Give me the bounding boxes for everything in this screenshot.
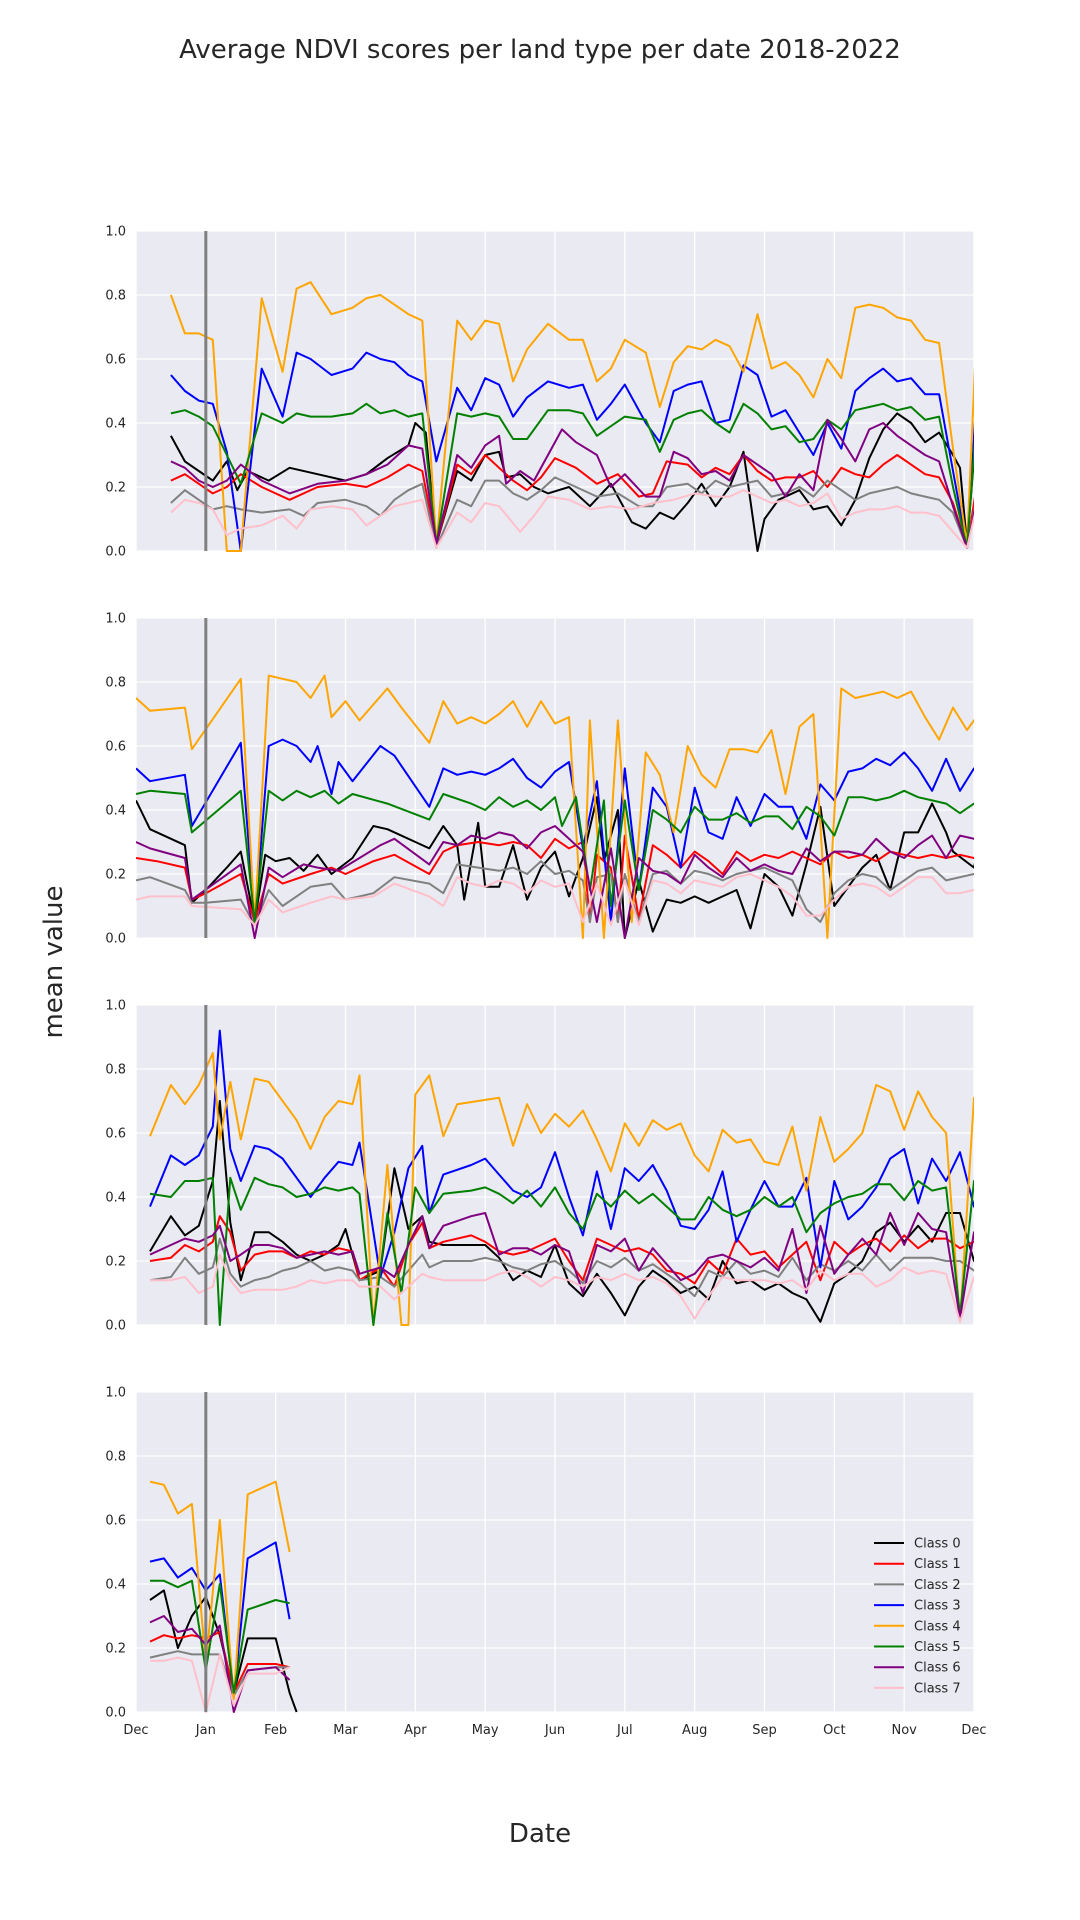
series-line-class-5	[150, 1579, 290, 1694]
x-tick-label: Feb	[264, 1723, 287, 1738]
y-tick-label: 0.0	[105, 932, 126, 947]
series-line-class-0	[170, 412, 974, 552]
x-tick-label: Dec	[123, 1723, 148, 1738]
legend-label: Class 1	[914, 1557, 961, 1572]
legend-label: Class 7	[914, 1681, 961, 1696]
x-tick-label: Oct	[823, 1723, 845, 1738]
y-tick-label: 1.0	[105, 225, 126, 240]
legend: Class 0 Class 1 Class 2 Class 3 Class 4 Class…	[874, 1537, 961, 1696]
series-line-class-7	[136, 873, 974, 927]
y-tick-label: 1.0	[105, 999, 126, 1014]
figure-title: Average NDVI scores per land type per da…	[179, 35, 901, 65]
y-tick-label: 1.0	[105, 1386, 126, 1401]
panel-1: 0.0 0.2 0.4 0.6 0.8 1.0	[105, 225, 975, 560]
y-tick-label: 0.8	[105, 1063, 126, 1078]
panel-2: 0.0 0.2 0.4 0.6 0.8 1.0	[105, 612, 975, 947]
y-tick-label: 0.2	[105, 1642, 126, 1657]
legend-label: Class 3	[914, 1599, 961, 1614]
y-tick-label: 0.6	[105, 1514, 126, 1529]
panel-4: 0.0 0.2 0.4 0.6 0.8 1.0 Dec Jan Feb Mar Apr May Jun J…	[105, 1386, 986, 1739]
series-line-class-6	[149, 1212, 974, 1320]
legend-label: Class 0	[914, 1537, 961, 1552]
series-line-class-2	[170, 476, 974, 549]
y-tick-label: 0.4	[105, 804, 126, 819]
series-line-class-2	[149, 1237, 974, 1298]
x-tick-label: Apr	[404, 1723, 427, 1738]
series-line-class-3	[136, 738, 974, 923]
y-tick-label: 0.6	[105, 1127, 126, 1142]
x-tick-label: Mar	[333, 1723, 358, 1738]
series-line-class-4	[136, 674, 974, 939]
series-line-class-6	[170, 418, 974, 549]
y-tick-label: 0.4	[105, 1578, 126, 1593]
y-axis-label: mean value	[39, 885, 69, 1038]
x-tick-label: Aug	[682, 1723, 707, 1738]
y-tick-label: 0.8	[105, 289, 126, 304]
y-tick-label: 0.2	[105, 481, 126, 496]
y-tick-label: 0.4	[105, 417, 126, 432]
y-tick-label: 1.0	[105, 612, 126, 627]
series-line-class-1	[170, 454, 974, 549]
y-tick-label: 0.8	[105, 676, 126, 691]
chart-panels: 0.00.20.40.60.81.00.00.20.40.60.81.00.00…	[105, 225, 986, 1739]
x-tick-label: Sep	[752, 1723, 777, 1738]
series-line-class-0	[149, 1100, 974, 1323]
x-tick-label: Dec	[961, 1723, 986, 1738]
series-line-class-2	[136, 860, 974, 927]
y-tick-label: 0.8	[105, 1450, 126, 1465]
y-tick-label: 0.0	[105, 1319, 126, 1334]
panel-3: 0.0 0.2 0.4 0.6 0.8 1.0	[105, 999, 975, 1334]
x-tick-label: Jul	[616, 1723, 633, 1738]
x-axis-label: Date	[509, 1819, 571, 1849]
series-line-class-6	[149, 1615, 291, 1713]
series-line-class-7	[150, 1653, 291, 1713]
series-line-class-4	[169, 281, 974, 552]
x-tick-label: May	[472, 1723, 499, 1738]
series-line-class-5	[136, 789, 974, 923]
legend-label: Class 5	[914, 1640, 961, 1655]
series-line-class-3	[170, 351, 974, 552]
y-tick-label: 0.4	[105, 1191, 126, 1206]
x-tick-label: Jan	[195, 1723, 216, 1738]
x-tick-label: Nov	[891, 1723, 917, 1738]
legend-label: Class 2	[914, 1578, 961, 1593]
legend-label: Class 4	[914, 1619, 961, 1634]
series-line-class-4	[149, 1052, 974, 1326]
series-line-class-1	[136, 834, 974, 923]
series-line-class-6	[136, 825, 974, 939]
x-tick-label: Jun	[544, 1723, 565, 1738]
series-line-class-5	[170, 402, 974, 549]
y-tick-label: 0.0	[105, 1706, 126, 1721]
series-line-class-4	[149, 1480, 291, 1701]
series-line-class-3	[149, 1029, 974, 1278]
y-tick-label: 0.2	[105, 868, 126, 883]
legend-label: Class 6	[914, 1661, 961, 1676]
y-tick-label: 0.6	[105, 740, 126, 755]
y-tick-label: 0.2	[105, 1255, 126, 1270]
series-line-class-7	[170, 489, 974, 549]
series-line-class-7	[150, 1253, 974, 1323]
series-line-class-5	[149, 1176, 974, 1326]
y-tick-label: 0.6	[105, 353, 126, 368]
y-tick-label: 0.0	[105, 545, 126, 560]
